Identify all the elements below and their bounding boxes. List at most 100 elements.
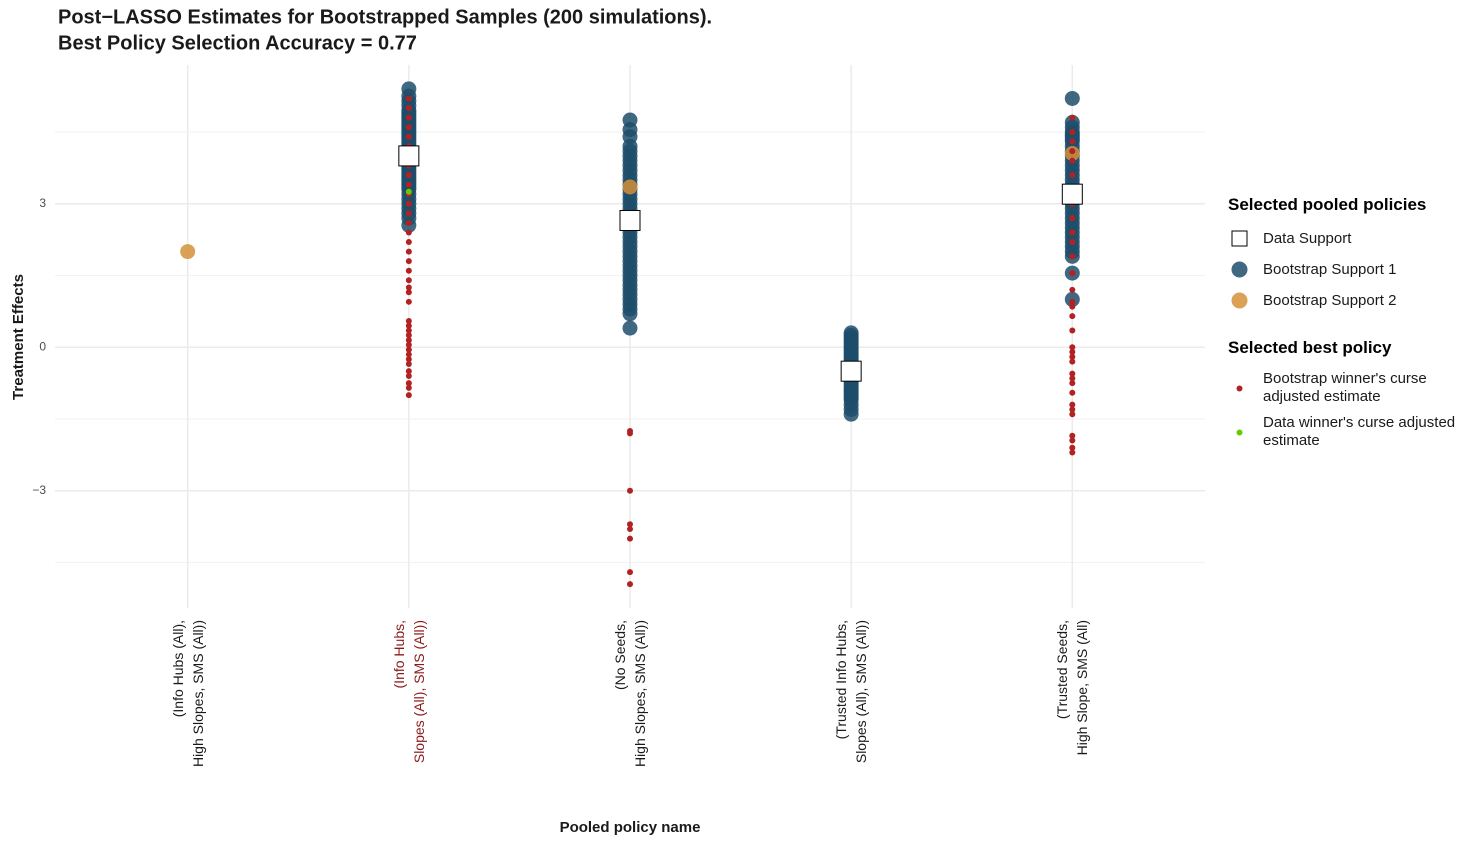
point: [1069, 444, 1076, 451]
point: [1069, 370, 1076, 377]
point: [1069, 229, 1076, 236]
point: [619, 209, 641, 231]
point: [405, 95, 412, 102]
legend-label: Data Support: [1263, 229, 1352, 247]
point: [405, 105, 412, 112]
legend-title: Selected pooled policies: [1228, 195, 1427, 214]
point: [627, 526, 633, 533]
point: [1069, 138, 1076, 145]
point: [622, 320, 638, 336]
point: [405, 327, 412, 334]
y-axis-title: Treatment Effects: [10, 274, 27, 400]
legend-swatch: [1231, 261, 1248, 278]
legend-group: Selected pooled policies Data Support Boot…: [1228, 193, 1463, 312]
chart-title: Post−LASSO Estimates for Bootstrapped Sa…: [58, 6, 712, 28]
point: [405, 219, 412, 226]
chart-subtitle: Best Policy Selection Accuracy = 0.77: [58, 32, 417, 54]
point: [405, 351, 412, 358]
x-axis-title: Pooled policy name: [560, 819, 701, 836]
point: [405, 368, 412, 375]
point: [843, 406, 859, 422]
legend-label: Bootstrap winner's curse adjusted estima…: [1263, 370, 1427, 405]
point: [405, 361, 412, 368]
x-tick-label: (Info Hubs, Slopes (All), SMS (All)): [390, 620, 427, 764]
x-tick-label: (Trusted Info Hubs, Slopes (All), SMS (A…: [833, 620, 870, 764]
point: [1069, 358, 1076, 365]
point: [405, 322, 412, 329]
point: [405, 229, 412, 236]
point: [627, 569, 633, 576]
legend-item: Bootstrap Support 2: [1228, 289, 1463, 312]
point: [405, 172, 412, 179]
point: [405, 188, 412, 195]
point: [622, 306, 638, 322]
point: [627, 487, 633, 494]
point: [1069, 157, 1076, 164]
point: [405, 341, 412, 348]
x-tick-label: (No Seeds, High Slopes, SMS (All)): [612, 620, 648, 768]
point: [405, 277, 412, 284]
point: [405, 346, 412, 353]
point: [405, 124, 412, 131]
point: [405, 332, 412, 339]
legend-item: Bootstrap winner's curse adjusted estima…: [1228, 370, 1463, 406]
point: [622, 179, 638, 195]
point: [405, 258, 412, 265]
legend-marker: [1231, 292, 1248, 309]
point: [405, 392, 412, 399]
point: [1064, 90, 1080, 106]
legend-swatch: [1231, 230, 1248, 247]
point: [1069, 389, 1076, 396]
point: [405, 200, 412, 207]
x-tick-label: (Info Hubs (All), High Slopes, SMS (All)…: [169, 620, 206, 768]
point: [627, 581, 633, 588]
point: [405, 133, 412, 140]
point: [1069, 114, 1076, 121]
point: [1069, 253, 1076, 260]
point: [840, 360, 862, 382]
point: [1069, 411, 1076, 418]
legend-swatch: [1236, 385, 1243, 391]
point: [1069, 349, 1076, 356]
point: [405, 380, 412, 387]
point: [405, 289, 412, 296]
legend-item: Bootstrap Support 1: [1228, 258, 1463, 281]
point: [1069, 215, 1076, 222]
y-tick-label: 0: [39, 339, 46, 353]
legend: Selected pooled policies Data Support Boot…: [1228, 193, 1463, 474]
point: [1069, 353, 1076, 360]
point: [1069, 239, 1076, 246]
point: [1069, 375, 1076, 382]
legend-swatch: [1236, 429, 1243, 435]
point: [1069, 128, 1076, 135]
legend-marker: [1231, 261, 1248, 278]
point: [1069, 270, 1076, 277]
point: [405, 267, 412, 274]
legend-swatch: [1231, 292, 1248, 309]
point: [405, 114, 412, 121]
point: [398, 145, 420, 167]
point: [1069, 406, 1076, 413]
legend-item: Data Support: [1228, 227, 1463, 250]
point: [1069, 401, 1076, 408]
point: [1069, 380, 1076, 387]
point: [405, 298, 412, 305]
point: [1069, 172, 1076, 179]
legend-title: Selected best policy: [1228, 338, 1392, 357]
point: [1069, 327, 1076, 334]
point: [405, 384, 412, 391]
point: [1069, 437, 1076, 444]
point: [1069, 303, 1076, 310]
point: [405, 210, 412, 217]
legend-label: Bootstrap Support 1: [1263, 260, 1397, 278]
legend-marker: [1231, 230, 1248, 247]
legend-marker: [1236, 429, 1243, 435]
point: [405, 337, 412, 344]
point: [180, 244, 196, 260]
y-tick-label: 3: [39, 196, 46, 210]
point: [405, 372, 412, 379]
point: [405, 317, 412, 324]
point: [1069, 449, 1076, 456]
